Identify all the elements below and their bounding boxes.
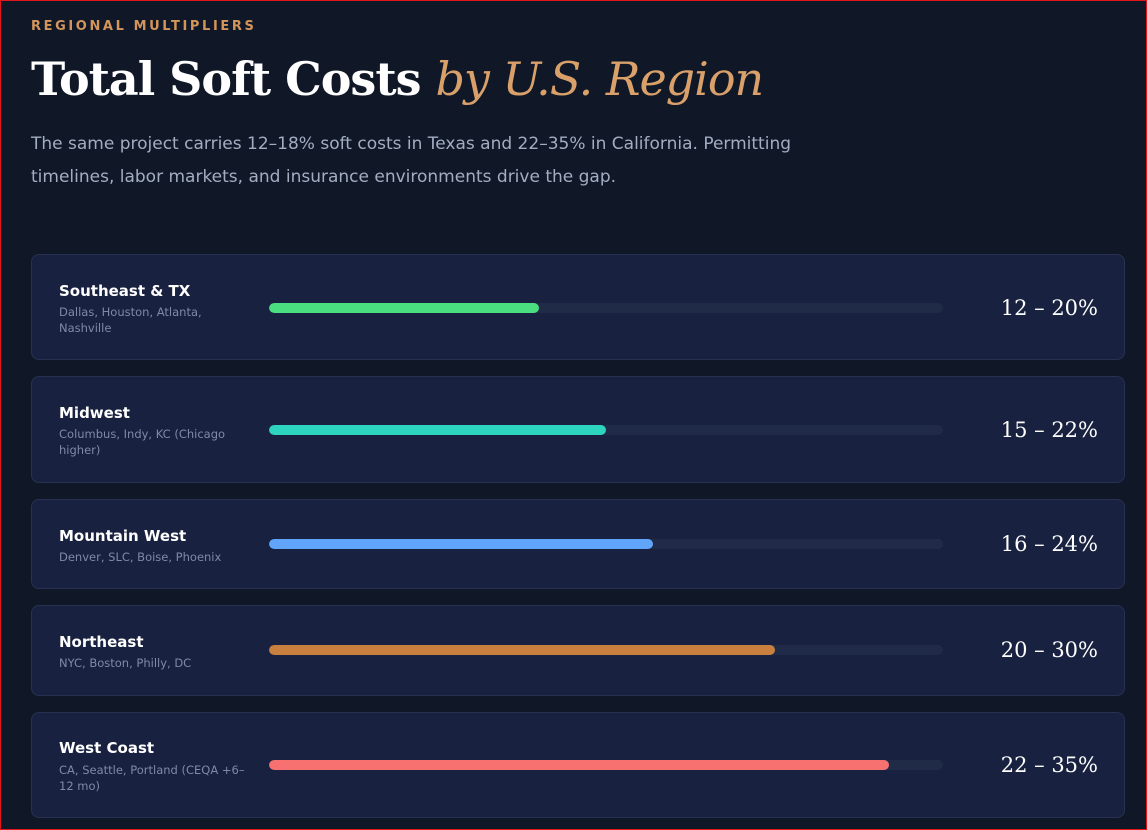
range-value: 22 – 35% [1000,753,1098,777]
progress-fill [269,645,775,655]
title-accent: by U.S. Region [435,52,764,106]
region-card-mountain-west: Mountain West Denver, SLC, Boise, Phoeni… [31,499,1125,589]
title-main: Total Soft Costs [31,52,436,106]
region-card-midwest: Midwest Columbus, Indy, KC (Chicago high… [31,376,1125,483]
region-name: Southeast & TX [59,282,191,300]
progress-fill [269,303,539,313]
progress-fill [269,539,654,549]
region-card-northeast: Northeast NYC, Boston, Philly, DC 20 – 3… [31,605,1125,696]
range-value: 16 – 24% [1000,532,1098,556]
progress-fill [269,760,890,770]
progress-track [269,645,943,655]
range-value: 15 – 22% [1000,418,1098,442]
region-cities: NYC, Boston, Philly, DC [59,656,192,670]
progress-track [269,303,943,313]
progress-fill [269,425,606,435]
range-value: 20 – 30% [1000,638,1098,662]
region-cities: Dallas, Houston, Atlanta, Nashville [59,305,202,335]
region-card-west-coast: West Coast CA, Seattle, Portland (CEQA +… [31,712,1125,818]
region-name: West Coast [59,739,155,757]
region-cities: Denver, SLC, Boise, Phoenix [59,550,222,564]
progress-track [269,539,943,549]
region-name: Midwest [59,404,130,422]
page-subtitle: The same project carries 12–18% soft cos… [31,134,792,187]
progress-track [269,425,943,435]
region-name: Northeast [59,633,144,651]
progress-track [269,760,943,770]
region-cities: Columbus, Indy, KC (Chicago higher) [59,427,226,457]
section-eyebrow: REGIONAL MULTIPLIERS [31,19,257,34]
region-card-southeast-tx: Southeast & TX Dallas, Houston, Atlanta,… [31,254,1125,360]
page-title: Total Soft Costs by U.S. Region [31,48,764,110]
region-name: Mountain West [59,527,187,545]
range-value: 12 – 20% [1000,296,1098,320]
region-cities: CA, Seattle, Portland (CEQA +6–12 mo) [59,763,245,793]
